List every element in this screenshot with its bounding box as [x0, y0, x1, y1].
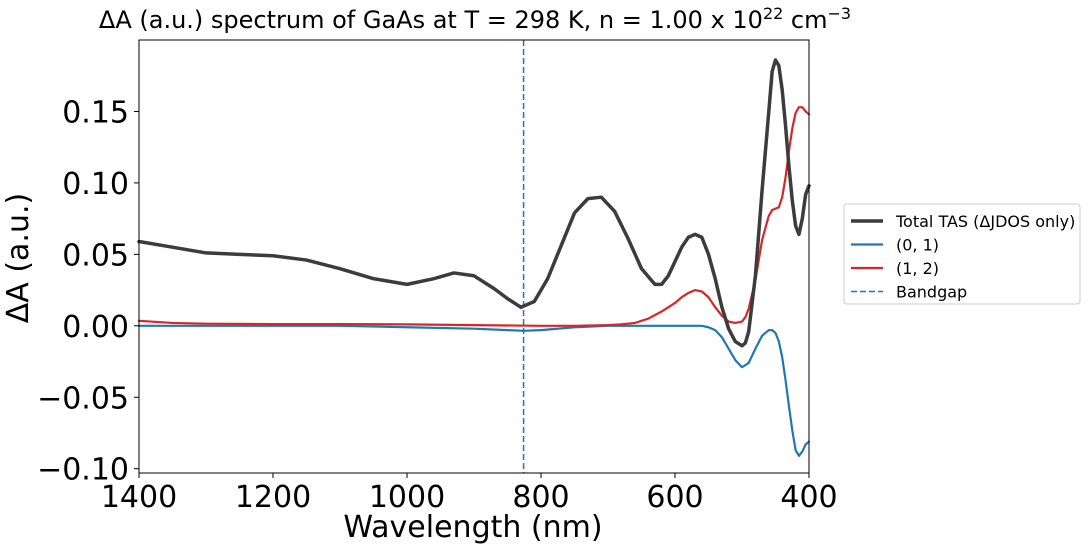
chart-title-exponent-2: −3: [828, 4, 852, 23]
legend-label-2: (1, 2): [896, 259, 939, 278]
legend-box: [843, 203, 1081, 305]
chart-title-main: ΔA (a.u.) spectrum of GaAs at T = 298 K,…: [99, 6, 763, 34]
y-axis-label: ΔA (a.u.): [1, 193, 36, 323]
legend-label-0: Total TAS (ΔJDOS only): [895, 212, 1075, 231]
series-line-0: [137, 58, 811, 348]
x-tick-label: 1000: [369, 480, 445, 515]
y-tick-label: 0.05: [62, 238, 129, 273]
legend-label-3: Bandgap: [896, 283, 967, 302]
y-tick-label: −0.10: [37, 453, 129, 488]
plot-frame: [138, 39, 810, 474]
chart-title-exponent-1: 22: [763, 4, 783, 23]
x-tick-label: 1400: [101, 480, 177, 515]
chart-title-unit: cm: [783, 6, 827, 34]
x-tick-label: 800: [512, 480, 569, 515]
legend: Total TAS (ΔJDOS only) (0, 1) (1, 2) Bandga…: [843, 203, 1081, 305]
legend-label-1: (0, 1): [896, 236, 939, 255]
y-axis-ticks: −0.10 −0.05 0.00 0.05 0.10 0.15: [37, 95, 139, 488]
x-axis-ticks: 1400 1200 1000 800 600 400: [101, 473, 838, 515]
series-line-2: [137, 106, 811, 327]
y-tick-label: 0.00: [62, 310, 129, 345]
series-line-1: [137, 324, 811, 457]
plot-area: [137, 40, 811, 473]
chart-title: ΔA (a.u.) spectrum of GaAs at T = 298 K,…: [99, 4, 851, 34]
y-tick-label: −0.05: [37, 381, 129, 416]
x-axis-label: Wavelength (nm): [343, 510, 602, 545]
y-tick-label: 0.10: [62, 167, 129, 202]
x-tick-label: 1200: [235, 480, 311, 515]
x-tick-label: 600: [646, 480, 703, 515]
x-tick-label: 400: [780, 480, 837, 515]
y-tick-label: 0.15: [62, 95, 129, 130]
